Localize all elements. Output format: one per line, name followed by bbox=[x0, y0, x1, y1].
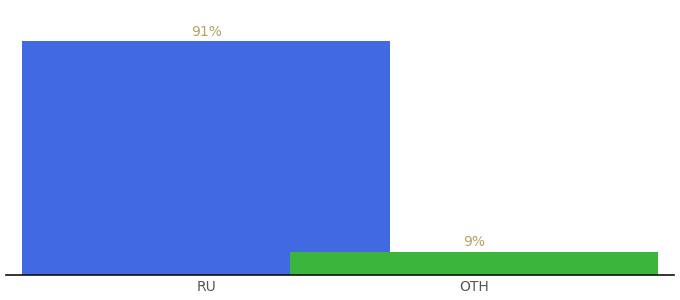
Text: 91%: 91% bbox=[191, 25, 222, 39]
Bar bbox=[290, 252, 658, 275]
Bar bbox=[22, 41, 390, 275]
Text: 9%: 9% bbox=[463, 235, 485, 249]
